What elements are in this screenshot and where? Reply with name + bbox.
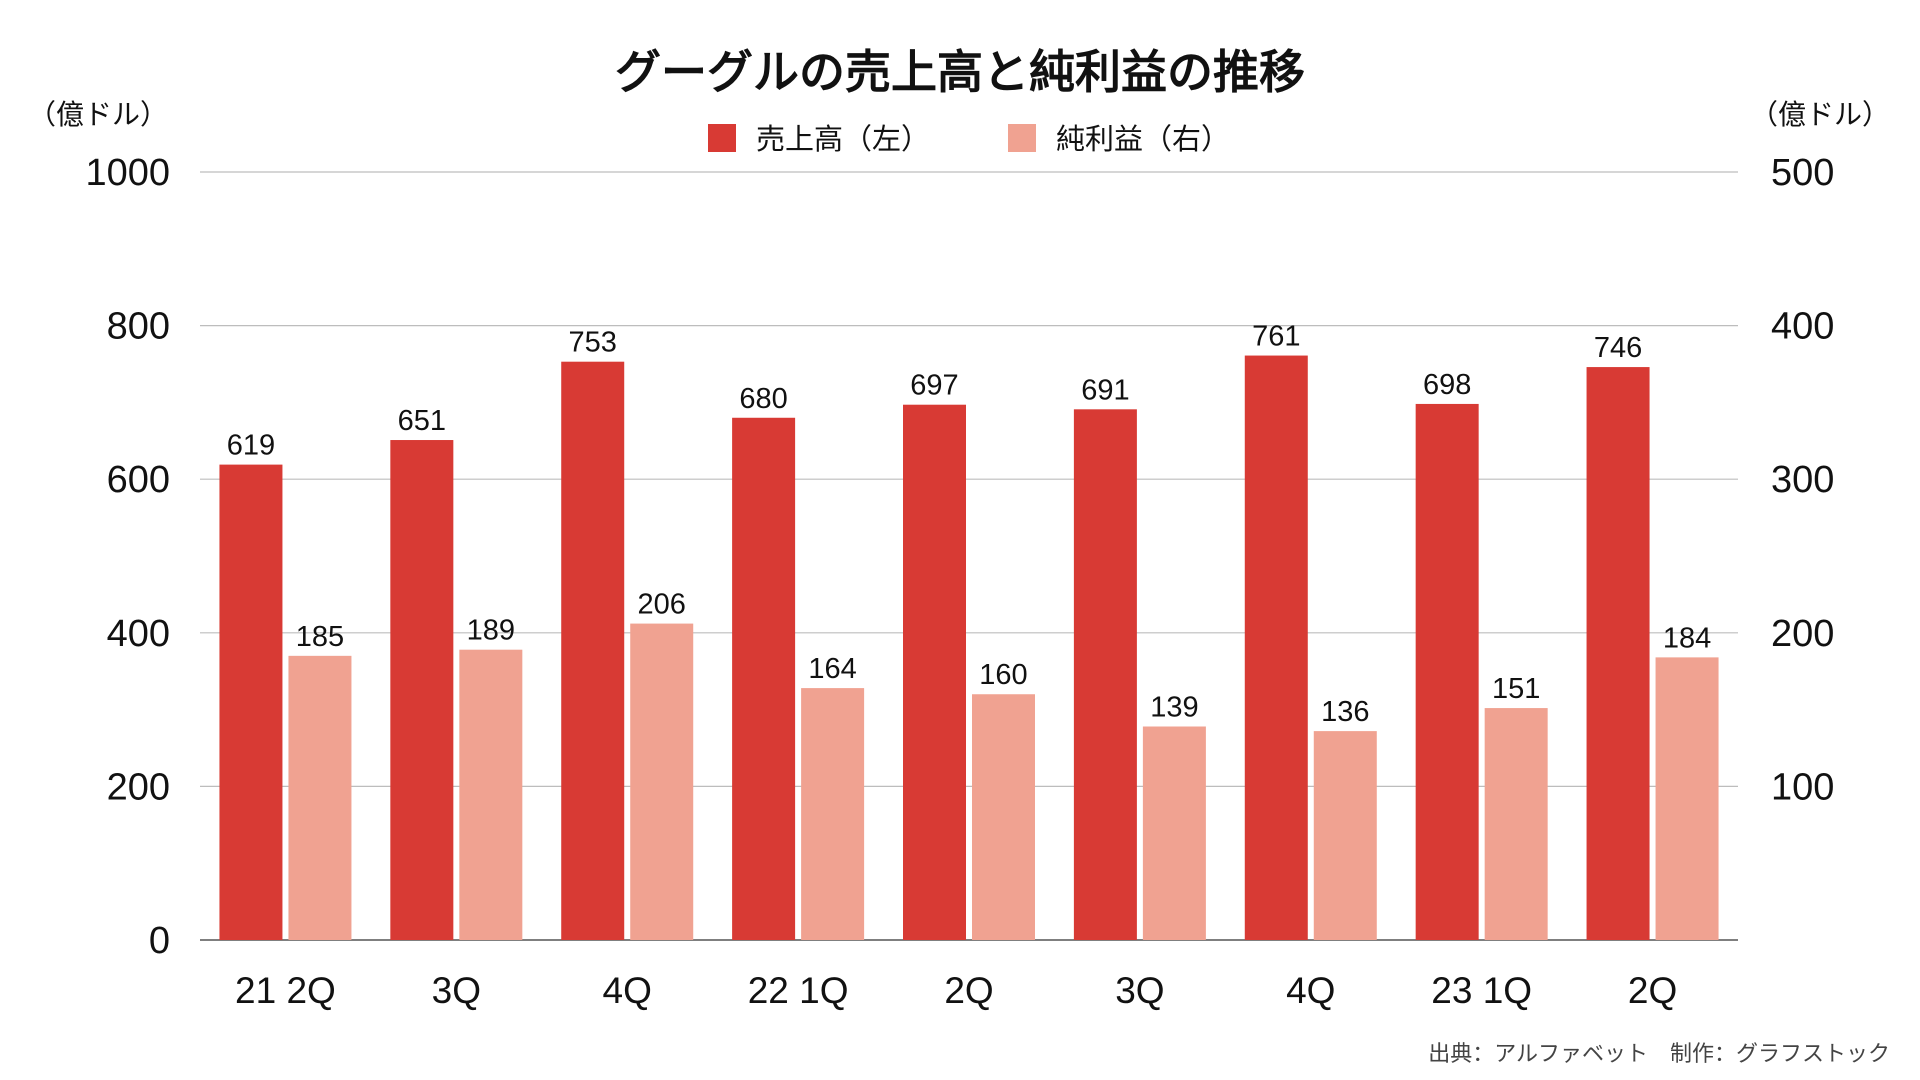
net-income-bar <box>1655 657 1719 940</box>
net-income-bar <box>459 649 523 940</box>
source-note: 出典：アルファベット 制作：グラフストック <box>1428 1042 1890 1067</box>
left-tick-label: 200 <box>107 766 170 808</box>
x-tick-label: 4Q <box>603 970 652 1011</box>
data-labels: 619 185 651 189 753 206 680 164 697 160 691 139 761 1… <box>227 321 1712 729</box>
net-income-value-label: 151 <box>1492 673 1540 705</box>
right-tick-label: 100 <box>1771 766 1834 808</box>
left-axis-ticks: 0 200 400 600 800 1000 <box>85 152 170 962</box>
revenue-value-label: 746 <box>1594 332 1642 364</box>
net-income-bar <box>1142 726 1206 940</box>
right-tick-label: 500 <box>1771 152 1834 194</box>
net-income-value-label: 164 <box>808 653 856 685</box>
revenue-value-label: 753 <box>569 327 617 359</box>
right-tick-label: 400 <box>1771 306 1834 348</box>
revenue-bar <box>390 440 454 940</box>
x-tick-label: 21 2Q <box>235 970 336 1011</box>
x-tick-label: 2Q <box>944 970 993 1011</box>
net-income-value-label: 189 <box>467 615 515 647</box>
net-income-bar <box>630 623 694 940</box>
left-tick-label: 1000 <box>85 152 170 194</box>
net-income-value-label: 206 <box>638 589 686 621</box>
legend-swatch-revenue <box>708 124 736 152</box>
x-tick-label: 4Q <box>1286 970 1335 1011</box>
revenue-value-label: 698 <box>1423 369 1471 401</box>
net-income-bar <box>972 694 1035 940</box>
revenue-bar <box>732 417 796 940</box>
left-tick-label: 0 <box>149 920 170 962</box>
net-income-value-label: 185 <box>296 621 344 653</box>
revenue-bar <box>1244 355 1308 940</box>
revenue-value-label: 651 <box>398 405 446 437</box>
revenue-bar <box>1073 409 1137 940</box>
x-tick-label: 23 1Q <box>1431 970 1532 1011</box>
legend: 売上高（左） 純利益（右） <box>708 122 1230 156</box>
net-income-value-label: 160 <box>979 659 1027 691</box>
right-axis-unit: （億ドル） <box>1750 98 1890 131</box>
net-income-value-label: 136 <box>1321 696 1369 728</box>
legend-swatch-net-income <box>1008 124 1036 152</box>
revenue-bar <box>1415 403 1479 940</box>
left-axis-unit: （億ドル） <box>28 98 168 131</box>
revenue-value-label: 680 <box>739 383 787 415</box>
left-tick-label: 800 <box>107 306 170 348</box>
revenue-value-label: 761 <box>1252 321 1300 353</box>
x-tick-label: 3Q <box>432 970 481 1011</box>
revenue-value-label: 619 <box>227 430 275 462</box>
left-tick-label: 400 <box>107 613 170 655</box>
net-income-bar <box>288 655 352 940</box>
revenue-value-label: 691 <box>1081 374 1129 406</box>
right-axis-ticks: 100 200 300 400 500 <box>1771 152 1834 808</box>
gridlines <box>200 171 1738 941</box>
x-axis-ticks: 21 2Q 3Q 4Q 22 1Q 2Q 3Q 4Q 23 1Q 2Q <box>235 970 1677 1011</box>
revenue-bar <box>561 361 625 940</box>
right-tick-label: 300 <box>1771 459 1834 501</box>
revenue-bar <box>903 404 966 941</box>
bars <box>219 355 1719 941</box>
net-income-bar <box>1313 731 1377 940</box>
net-income-bar <box>801 688 865 940</box>
x-tick-label: 22 1Q <box>748 970 849 1011</box>
net-income-bar <box>1484 708 1548 940</box>
revenue-bar <box>1586 367 1650 940</box>
legend-label-revenue: 売上高（左） <box>756 122 930 156</box>
right-tick-label: 200 <box>1771 613 1834 655</box>
revenue-value-label: 697 <box>910 370 958 402</box>
left-tick-label: 600 <box>107 459 170 501</box>
chart-title: グーグルの売上高と純利益の推移 <box>615 45 1305 99</box>
legend-label-net-income: 純利益（右） <box>1056 122 1230 156</box>
x-tick-label: 2Q <box>1628 970 1677 1011</box>
net-income-value-label: 139 <box>1150 691 1198 723</box>
net-income-value-label: 184 <box>1663 622 1711 654</box>
x-tick-label: 3Q <box>1115 970 1164 1011</box>
revenue-bar <box>219 464 283 940</box>
